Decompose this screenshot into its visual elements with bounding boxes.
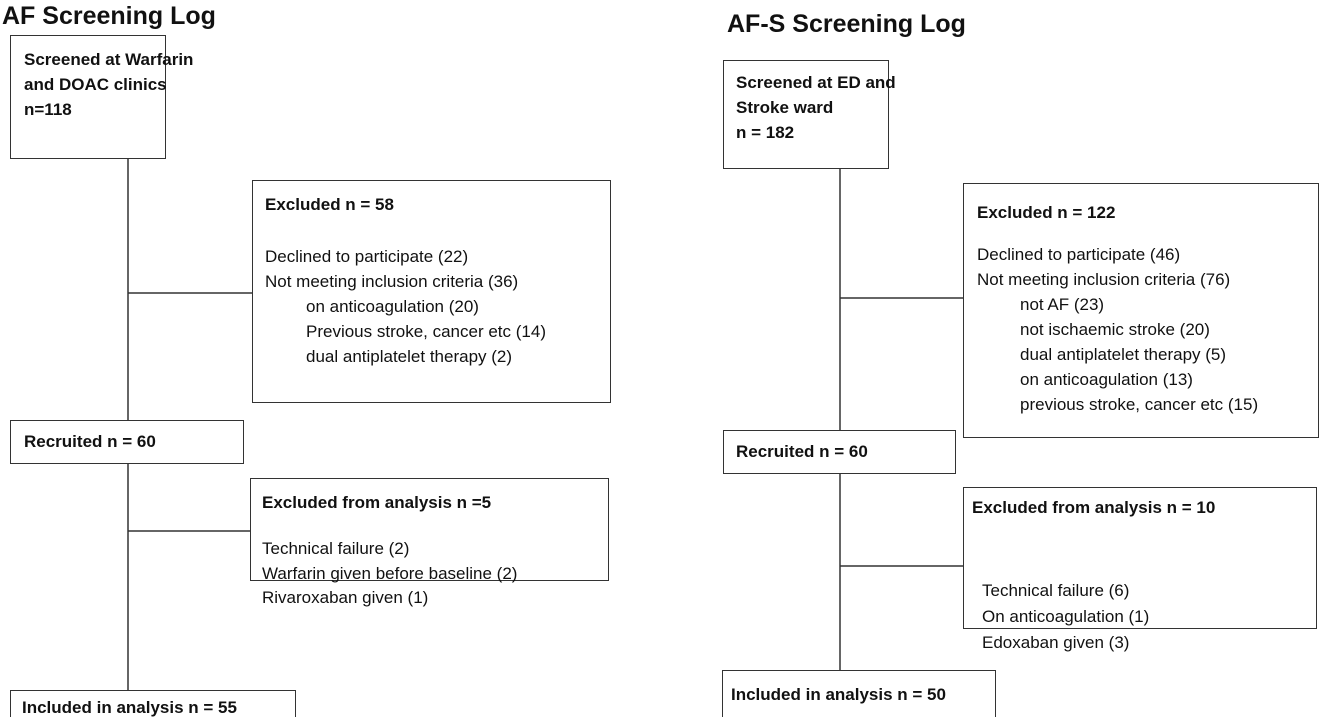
box-text: Not meeting inclusion criteria (76) <box>977 270 1231 289</box>
box-text: Screened at Warfarin <box>24 50 194 69</box>
box-heading: Excluded n = 58 <box>265 195 394 214</box>
box-text: Edoxaban given (3) <box>982 633 1130 652</box>
box-text: Not meeting inclusion criteria (36) <box>265 272 519 291</box>
box-text: Included in analysis n = 55 <box>22 698 237 717</box>
box-text: n = 182 <box>736 123 795 142</box>
box-text: dual antiplatelet therapy (2) <box>306 347 513 366</box>
box-text: Stroke ward <box>736 98 834 117</box>
box <box>250 478 609 581</box>
box-text: Included in analysis n = 50 <box>731 685 946 704</box>
box-text: Recruited n = 60 <box>736 442 868 461</box>
box-text: Technical failure (2) <box>262 539 410 558</box>
box <box>722 670 996 717</box>
box-text: on anticoagulation (20) <box>306 297 479 316</box>
box-text: dual antiplatelet therapy (5) <box>1020 345 1227 364</box>
box-text: Warfarin given before baseline (2) <box>262 564 518 583</box>
title: AF Screening Log <box>2 2 216 30</box>
box <box>723 430 956 474</box>
box-heading: Excluded from analysis n = 10 <box>972 498 1216 517</box>
box <box>10 420 244 464</box>
title: AF-S Screening Log <box>727 10 966 38</box>
box-text: n=118 <box>24 100 72 119</box>
box-text: Recruited n = 60 <box>24 432 156 451</box>
box-text: Screened at ED and <box>736 73 896 92</box>
box-text: previous stroke, cancer etc (15) <box>1020 395 1259 414</box>
box-text: not ischaemic stroke (20) <box>1020 320 1210 339</box>
box-text: Technical failure (6) <box>982 581 1130 600</box>
box <box>252 180 611 403</box>
box-heading: Excluded from analysis n =5 <box>262 493 492 512</box>
box <box>723 60 889 169</box>
box <box>10 690 296 717</box>
box-text: on anticoagulation (13) <box>1020 370 1193 389</box>
box-text: Declined to participate (46) <box>977 245 1181 264</box>
box-text: not AF (23) <box>1020 295 1105 314</box>
box-text: On anticoagulation (1) <box>982 607 1150 626</box>
box <box>10 35 166 159</box>
box-text: Declined to participate (22) <box>265 247 469 266</box>
box-text: Rivaroxaban given (1) <box>262 588 429 607</box>
box <box>963 183 1319 438</box>
box <box>963 487 1317 629</box>
box-text: and DOAC clinics <box>24 75 167 94</box>
box-heading: Excluded n = 122 <box>977 203 1116 222</box>
box-text: Previous stroke, cancer etc (14) <box>306 322 546 341</box>
